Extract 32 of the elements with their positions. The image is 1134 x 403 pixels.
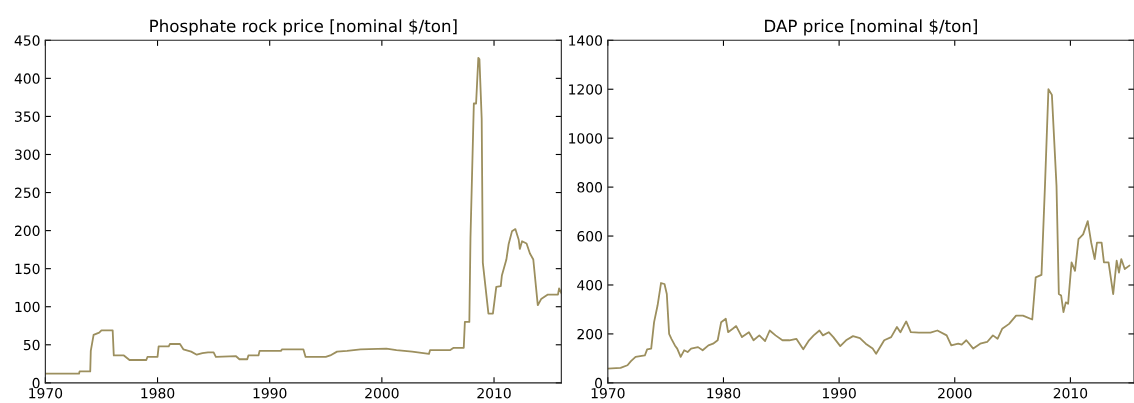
y-tick-label: 50: [23, 339, 40, 351]
y-tick-label: 400: [14, 73, 40, 84]
x-tick-label: 2000: [365, 387, 399, 399]
y-tick-label: 0: [595, 377, 603, 389]
line-series: [607, 88, 1131, 370]
x-tick-label: 1990: [822, 387, 856, 399]
x-tick-label: 1970: [591, 387, 625, 399]
y-tick-label: 350: [15, 111, 40, 122]
y-tick-label: 1200: [569, 84, 603, 95]
x-tick-label: 1980: [707, 387, 741, 399]
chart-title: Phosphate rock price [nominal $/ton]: [150, 19, 457, 36]
y-tick-label: 200: [577, 328, 603, 340]
x-tick-label: 2010: [477, 387, 511, 399]
y-tick-label: 200: [15, 225, 40, 237]
x-tick-label: 2000: [938, 387, 972, 399]
y-tick-label: 300: [15, 149, 40, 160]
x-tick-label: 2010: [1053, 387, 1088, 399]
x-tick-label: 1970: [29, 387, 63, 399]
y-tick-label: 400: [577, 279, 603, 291]
y-tick-label: 800: [577, 182, 603, 193]
y-tick-label: 250: [15, 187, 40, 199]
y-tick-label: 100: [15, 301, 40, 313]
y-tick-label: 1400: [569, 35, 603, 46]
line-series: [45, 56, 562, 375]
y-tick-label: 150: [15, 263, 40, 275]
x-tick-label: 1990: [253, 387, 287, 399]
chart-title: DAP price [nominal $/ton]: [765, 19, 977, 36]
y-tick-label: 0: [32, 377, 40, 389]
y-tick-label: 450: [14, 35, 40, 46]
y-tick-label: 600: [577, 231, 603, 242]
y-tick-label: 1000: [569, 133, 603, 144]
x-tick-label: 1980: [141, 387, 175, 399]
